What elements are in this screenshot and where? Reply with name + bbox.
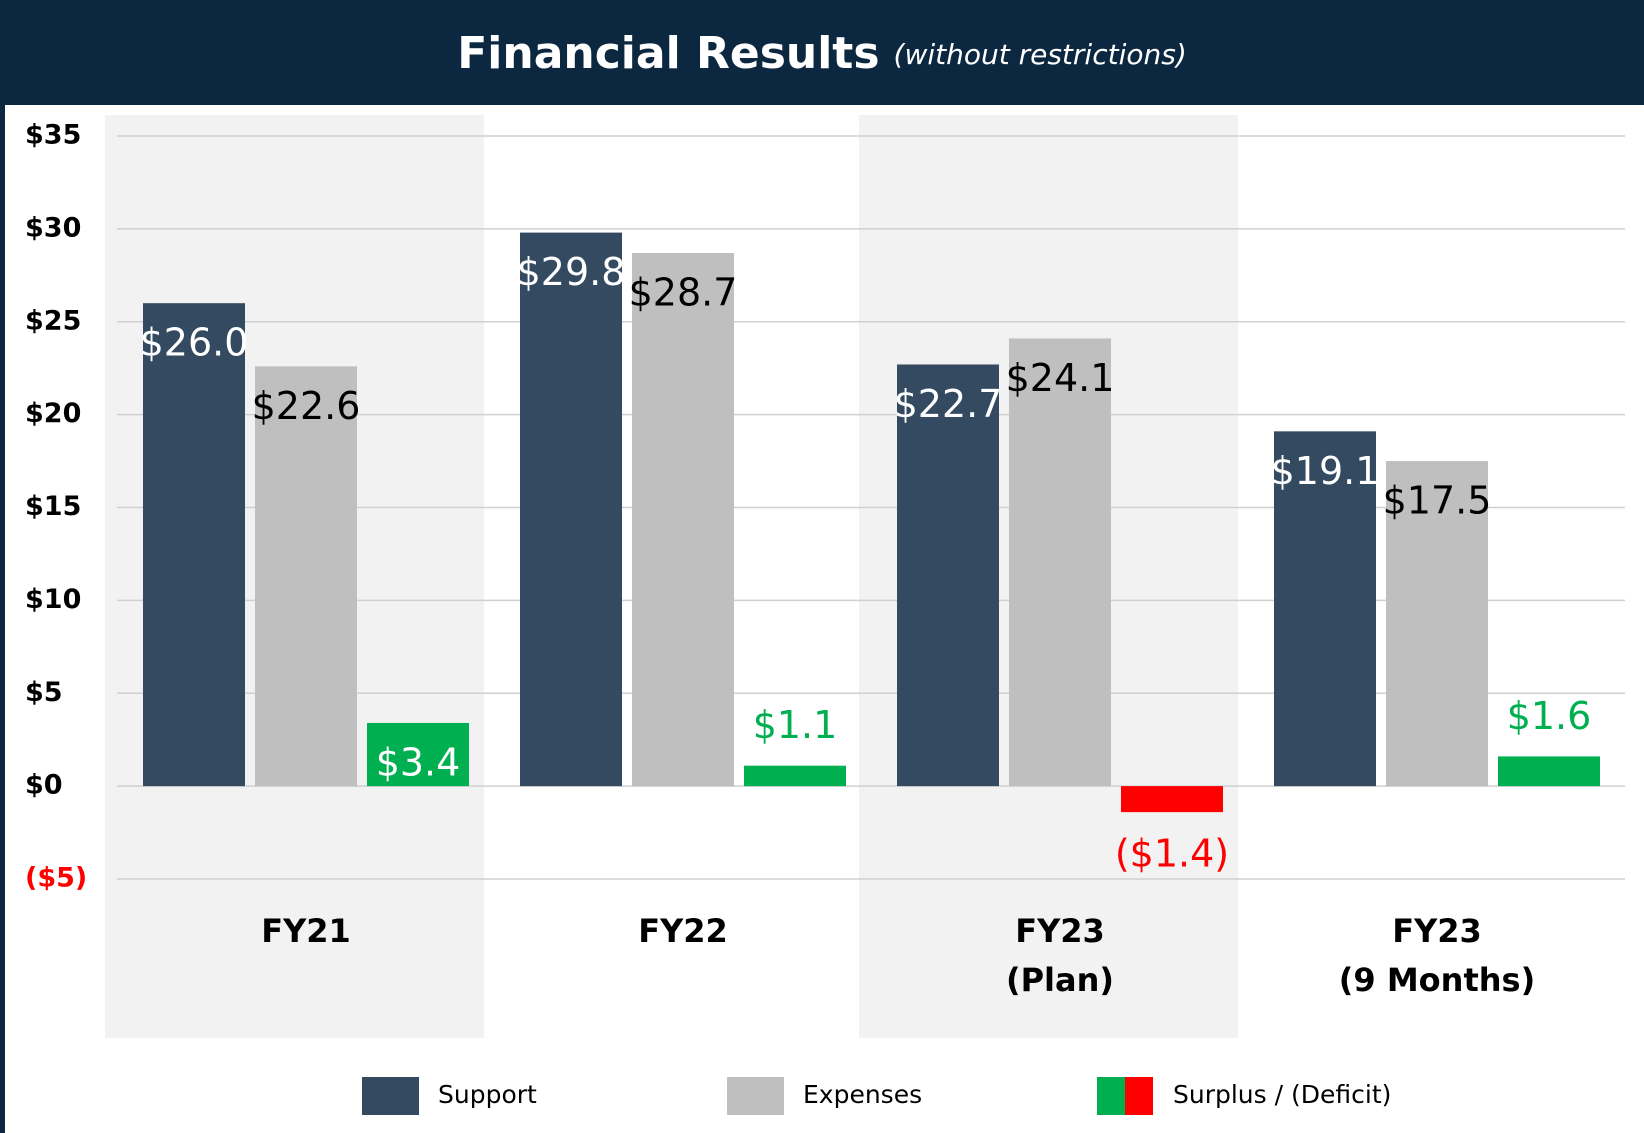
title-group: Financial Results (without restrictions) (457, 28, 1187, 79)
bar (897, 364, 999, 787)
legend-swatch (1097, 1077, 1125, 1115)
bar (255, 366, 357, 787)
chart-title: Financial Results (457, 28, 879, 79)
bar (1274, 431, 1376, 787)
x-tick-label: FY23 (9 Months) (1339, 912, 1535, 999)
x-tick-label: FY21 (261, 912, 351, 950)
data-label: $26.0 (140, 321, 249, 365)
data-label: $1.1 (753, 703, 838, 747)
legend-swatch (727, 1077, 784, 1115)
header (0, 0, 1644, 105)
legend-swatch (362, 1077, 419, 1115)
y-tick-label: $20 (25, 398, 81, 429)
y-tick-label: $5 (25, 677, 63, 708)
data-label: $3.4 (376, 740, 461, 784)
y-tick-label: ($5) (25, 863, 87, 894)
data-label: $28.7 (629, 271, 738, 315)
legend-swatch (1125, 1077, 1153, 1115)
data-label: $24.1 (1006, 356, 1115, 400)
data-label: ($1.4) (1115, 832, 1229, 876)
data-label: $19.1 (1271, 449, 1380, 493)
data-label: $17.5 (1383, 479, 1492, 523)
bar (744, 765, 846, 787)
chart-subtitle: (without restrictions) (894, 38, 1187, 71)
bar (520, 232, 622, 787)
bar (367, 722, 469, 787)
legend-label: Expenses (803, 1080, 922, 1109)
data-label: $1.6 (1507, 694, 1592, 738)
y-tick-label: $10 (25, 584, 81, 615)
left-border (0, 0, 5, 1133)
legend-label: Surplus / (Deficit) (1173, 1080, 1391, 1109)
bar (143, 303, 245, 787)
y-tick-label: $25 (25, 305, 81, 336)
bar (1498, 756, 1600, 787)
x-tick-label: FY23 (Plan) (1006, 912, 1114, 999)
y-tick-label: $15 (25, 491, 81, 522)
data-label: $22.6 (252, 384, 361, 428)
bar (1121, 786, 1223, 813)
y-tick-label: $35 (25, 120, 81, 151)
bar (632, 253, 734, 787)
y-tick-label: $30 (25, 212, 81, 243)
x-tick-label: FY22 (638, 912, 728, 950)
y-tick-label: $0 (25, 770, 63, 801)
legend-label: Support (438, 1080, 537, 1109)
bar (1386, 461, 1488, 787)
data-label: $22.7 (894, 382, 1003, 426)
data-label: $29.8 (517, 250, 626, 294)
bar (1009, 338, 1111, 787)
